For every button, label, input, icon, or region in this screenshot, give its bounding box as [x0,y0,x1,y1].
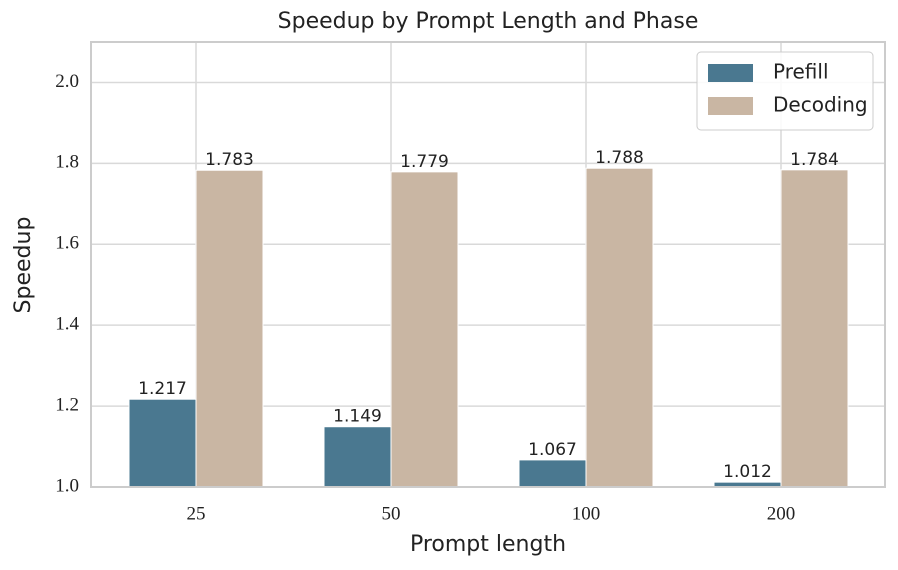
x-tick-label: 100 [572,503,601,524]
y-tick-label: 1.2 [55,394,79,415]
y-tick-label: 1.8 [55,152,79,173]
bar [390,171,459,488]
y-axis-label: Speedup [11,217,36,314]
value-label: 1.783 [205,150,254,170]
plot-frame [90,41,886,488]
chart-title: Speedup by Prompt Length and Phase [278,9,699,34]
value-label: 1.012 [723,462,772,482]
y-tick-label: 1.0 [55,475,79,496]
bar [585,167,654,488]
x-tick-label: 50 [382,503,401,524]
legend-swatch [708,97,753,115]
value-label: 1.784 [790,150,839,170]
y-tick-label: 2.0 [55,71,79,92]
bar [780,169,849,488]
legend-label: Decoding [773,93,868,117]
legend-label: Prefill [773,60,829,84]
x-axis-label: Prompt length [410,532,566,557]
bar [323,426,392,488]
value-label: 1.788 [595,148,644,168]
bar [128,398,197,488]
value-label: 1.067 [528,440,577,460]
value-label: 1.217 [138,379,187,399]
legend-swatch [708,64,753,82]
bar [195,169,264,488]
x-tick-label: 200 [767,503,796,524]
y-tick-label: 1.6 [55,233,79,254]
bar [518,459,587,488]
value-label: 1.779 [400,152,449,172]
value-label: 1.149 [333,407,382,427]
y-tick-label: 1.4 [55,314,79,335]
x-tick-label: 25 [187,503,206,524]
